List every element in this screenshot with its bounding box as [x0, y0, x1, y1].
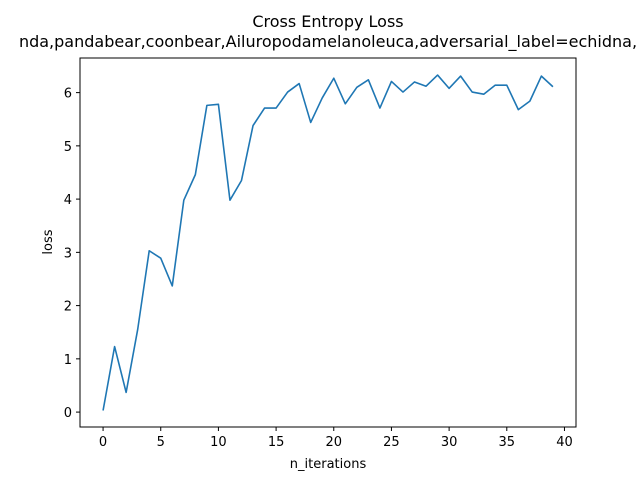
- data-point: [482, 93, 485, 96]
- data-point: [228, 199, 231, 202]
- data-point: [355, 86, 358, 89]
- data-point: [205, 104, 208, 107]
- y-tick-label: 2: [64, 300, 72, 315]
- y-axis-label: loss: [41, 229, 56, 254]
- data-point: [494, 84, 497, 87]
- x-tick-label: 20: [325, 435, 342, 450]
- data-point: [448, 87, 451, 90]
- x-tick-label: 30: [441, 435, 458, 450]
- data-point: [332, 77, 335, 80]
- data-point: [413, 80, 416, 83]
- data-point: [378, 107, 381, 110]
- y-tick-label: 6: [64, 87, 72, 102]
- data-point: [540, 75, 543, 78]
- x-tick-label: 40: [556, 435, 573, 450]
- data-point: [517, 108, 520, 111]
- data-point: [148, 249, 151, 252]
- data-point: [136, 328, 139, 331]
- data-point: [171, 284, 174, 287]
- chart-subtitle: nda,pandabear,coonbear,Ailuropodamelanol…: [19, 32, 637, 52]
- y-tick-label: 4: [64, 193, 72, 208]
- x-tick-label: 35: [499, 435, 516, 450]
- data-point: [390, 80, 393, 83]
- data-point: [528, 100, 531, 103]
- data-point: [425, 85, 428, 88]
- data-point: [240, 179, 243, 182]
- data-point: [102, 409, 105, 412]
- data-point: [505, 84, 508, 87]
- data-point: [275, 107, 278, 110]
- plot-area: 0 5 10 15 20 25 30 35 40 0 1 2 3 4 5 6: [64, 74, 573, 450]
- data-point: [367, 78, 370, 81]
- data-point: [159, 257, 162, 260]
- data-point: [321, 96, 324, 99]
- y-tick-label: 3: [64, 246, 72, 261]
- y-tick-label: 5: [64, 140, 72, 155]
- x-axis-label: n_iterations: [290, 457, 367, 472]
- series-line-loss: [102, 74, 554, 411]
- data-point: [309, 121, 312, 124]
- data-point: [113, 345, 116, 348]
- data-point: [401, 91, 404, 94]
- y-tick-label: 1: [64, 353, 72, 368]
- data-point: [551, 85, 554, 88]
- data-point: [459, 75, 462, 78]
- x-tick-label: 25: [383, 435, 400, 450]
- data-point: [125, 391, 128, 394]
- data-point: [344, 102, 347, 105]
- data-point: [182, 199, 185, 202]
- x-tick-label: 0: [99, 435, 107, 450]
- x-tick-label: 10: [210, 435, 227, 450]
- axes-frame: [79, 57, 577, 428]
- x-tick-label: 5: [157, 435, 165, 450]
- data-point: [298, 82, 301, 85]
- data-point: [263, 107, 266, 110]
- y-tick-label: 0: [64, 406, 72, 421]
- data-point: [252, 124, 255, 127]
- x-tick-label: 15: [268, 435, 285, 450]
- chart-title: Cross Entropy Loss: [252, 12, 403, 31]
- data-point: [286, 91, 289, 94]
- data-point: [194, 173, 197, 176]
- data-point: [471, 91, 474, 94]
- data-point: [436, 74, 439, 77]
- data-point: [217, 103, 220, 106]
